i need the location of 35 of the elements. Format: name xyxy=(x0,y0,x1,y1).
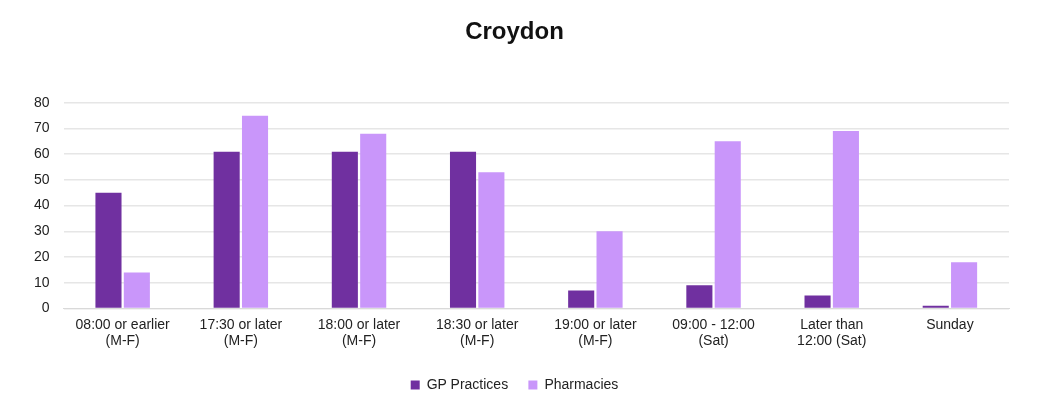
bar xyxy=(832,131,859,308)
chart-title: Croydon xyxy=(465,17,564,45)
legend-label: Pharmacies xyxy=(544,375,619,392)
bar xyxy=(568,290,595,308)
x-tick-label: 19:00 or later (M-F) xyxy=(554,315,637,349)
legend-label: GP Practices xyxy=(426,375,509,392)
x-tick-label: 17:30 or later (M-F) xyxy=(199,315,283,349)
bar xyxy=(478,172,505,308)
y-tick-label: 50 xyxy=(33,170,50,187)
bar xyxy=(449,151,477,308)
y-tick-label: 60 xyxy=(33,145,50,162)
bar xyxy=(331,151,358,308)
y-tick-label: 40 xyxy=(33,196,50,213)
x-tick-label: 18:00 or later (M-F) xyxy=(317,315,401,349)
bar xyxy=(804,295,831,308)
y-tick-label: 80 xyxy=(33,93,50,110)
x-tick-label: 18:30 or later (M-F) xyxy=(435,315,519,349)
bar xyxy=(951,262,978,308)
x-tick-label: Sunday xyxy=(926,315,974,332)
x-tick-label: 08:00 or earlier (M-F) xyxy=(75,315,171,349)
bar xyxy=(714,141,741,308)
bar xyxy=(360,133,387,308)
y-tick-label: 10 xyxy=(33,273,50,290)
x-tick-label: 09:00 - 12:00 (Sat) xyxy=(672,315,756,349)
bar xyxy=(596,231,623,308)
y-tick-label: 20 xyxy=(33,247,50,264)
y-tick-label: 0 xyxy=(41,299,50,316)
y-tick-label: 70 xyxy=(33,119,50,136)
bar xyxy=(213,151,240,308)
x-tick-label: Later than 12:00 (Sat) xyxy=(797,315,867,349)
bar xyxy=(95,192,122,308)
y-tick-label: 30 xyxy=(33,222,50,239)
bar xyxy=(241,115,269,308)
bar xyxy=(686,285,713,308)
bar xyxy=(123,272,150,308)
